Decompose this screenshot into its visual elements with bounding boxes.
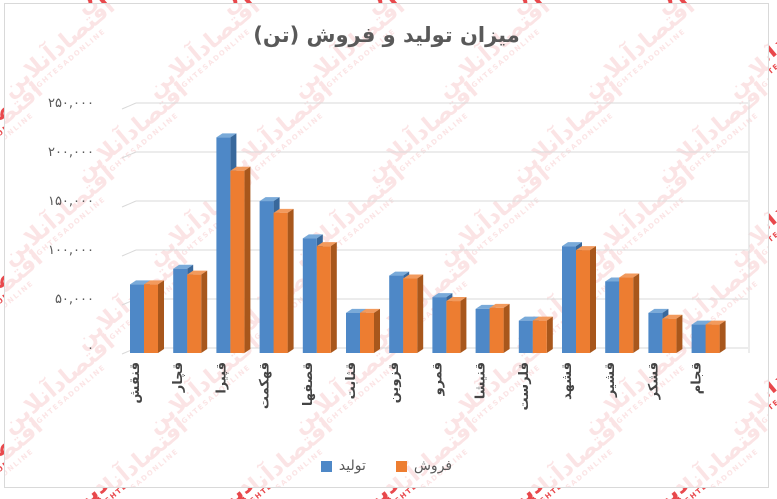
bar-sales-7 [446,297,467,353]
x-axis-category-label: قشهد [560,362,575,400]
bar-sales-5 [360,308,380,353]
chart-legend: تولید فروش [5,458,768,474]
x-axis-category-label: قشیر [603,362,618,398]
chart-card: اقتصادآنلاین EGHTESADONLINE اقتصادآنلاین EG… [4,3,769,488]
bar-sales-9 [532,316,553,353]
legend-label-production: تولید [338,458,366,474]
y-axis-tick-label: ۰ [87,341,94,356]
gridline-tail [121,200,137,208]
x-axis-category-label: قنقش [128,362,143,404]
gridline-tail [121,151,137,159]
y-axis-tick-label: ۱۰۰,۰۰۰ [48,243,94,258]
x-axis-category-label: قزوین [387,362,402,403]
x-axis-category-label: قثابت [344,362,359,399]
legend-swatch-production [320,460,332,472]
bar-sales-0 [144,280,164,353]
x-axis-category-label: قشکر [646,362,661,400]
x-axis-category-label: قپیرا [214,362,229,394]
y-axis-tick-label: ۲۵۰,۰۰۰ [48,96,94,111]
bar-sales-13 [705,320,726,353]
legend-swatch-sales [395,460,407,472]
x-axis-category-label: قهکمت [258,362,273,409]
bar-sales-1 [187,270,208,353]
x-axis-category-label: قجام [690,362,705,394]
gridline-tail [121,249,137,257]
x-axis-category-label: قمرو [430,362,445,396]
x-axis-category-label: قلرست [517,362,532,410]
bar-sales-4 [316,242,337,353]
bar-sales-6 [403,274,424,353]
bar-sales-8 [489,303,510,353]
legend-item-production: تولید [320,458,366,474]
gridline-tail [121,102,137,110]
legend-item-sales: فروش [395,458,453,474]
bar-sales-10 [576,246,596,353]
x-axis-category-label: قنیشا [474,362,489,399]
bar-chart: ۰ ۵۰,۰۰۰ ۱۰۰,۰۰۰ ۱۵۰,۰۰۰ ۲۰۰,۰۰۰ ۲۵۰,۰۰۰ قنقش ق… [48,96,750,410]
legend-label-sales: فروش [413,458,453,474]
bar-sales-11 [619,273,640,353]
y-axis-tick-label: ۵۰,۰۰۰ [55,292,94,307]
y-axis-tick-label: ۲۰۰,۰۰۰ [48,145,94,160]
y-axis-tick-label: ۱۵۰,۰۰۰ [48,194,94,209]
bar-sales-3 [273,208,294,353]
x-axis-category-label: قچار [171,362,186,393]
bar-sales-12 [662,314,683,353]
bar-sales-2 [230,166,251,353]
chart-title: میزان تولید و فروش (تن) [253,23,520,47]
x-axis-category-label: قصفها [301,362,316,406]
